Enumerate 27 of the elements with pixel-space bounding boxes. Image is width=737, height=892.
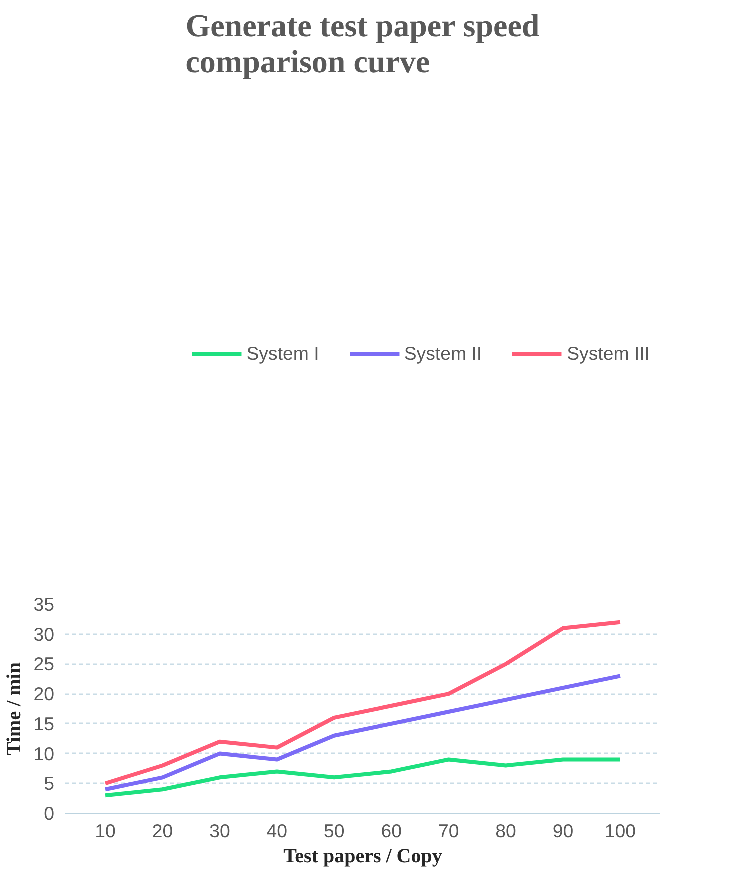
line-series [104, 758, 622, 798]
x-tick-label: 90 [552, 820, 574, 842]
y-tick-label: 35 [34, 594, 55, 615]
y-tick-label: 15 [34, 713, 55, 734]
x-tick-label: 100 [604, 820, 636, 842]
x-tick-label: 60 [381, 820, 402, 842]
legend-label: System III [567, 343, 650, 365]
legend-label: System I [246, 343, 320, 365]
y-tick-label: 20 [34, 684, 55, 705]
x-tick-label: 40 [266, 820, 288, 842]
y-tick-label: 25 [34, 654, 55, 675]
y-tick-label: 30 [34, 624, 55, 645]
line-series [104, 620, 622, 786]
legend-label: System II [404, 343, 482, 365]
x-tick-label: 50 [324, 820, 345, 842]
x-tick-label: 20 [152, 820, 174, 842]
y-tick-label: 10 [34, 743, 55, 764]
x-tick-label: 80 [496, 820, 516, 842]
x-tick-label: 10 [95, 820, 116, 842]
chart-title: Generate test paper speed comparison curve [186, 8, 540, 80]
x-tick-label: 30 [210, 820, 230, 842]
y-tick-label: 0 [44, 803, 55, 824]
y-axis-title: Time / min [4, 662, 26, 756]
y-tick-label: 5 [44, 773, 55, 794]
x-axis-title: Test papers / Copy [284, 846, 442, 868]
x-tick-label: 70 [438, 820, 460, 842]
line-series [104, 674, 622, 792]
